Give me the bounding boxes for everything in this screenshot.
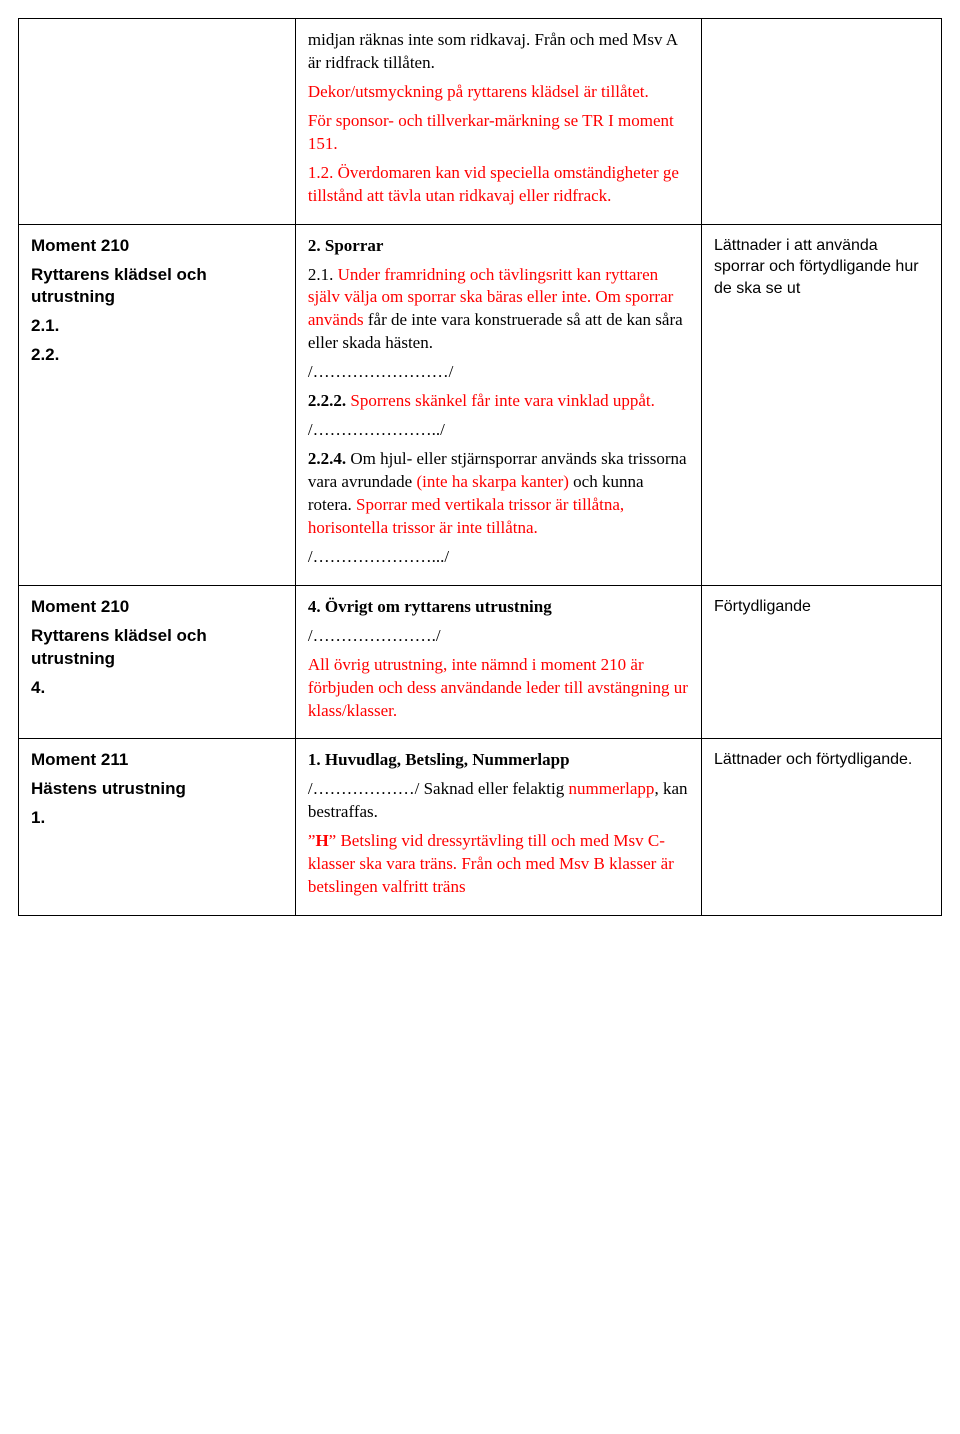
text-run: (inte ha skarpa kanter)	[416, 472, 568, 491]
text-block: 2.1. Under framridning och tävlingsritt …	[308, 264, 689, 356]
text-run: 2.2.2.	[308, 391, 351, 410]
right-cell	[702, 19, 942, 225]
text-block: 1. Huvudlag, Betsling, Nummerlapp	[308, 749, 689, 772]
text-run: För sponsor- och tillverkar-märkning se …	[308, 111, 674, 153]
left-cell: Moment 210 Ryttarens klädsel och utrustni…	[19, 585, 296, 739]
text-block: 1.2. Överdomaren kan vid speciella omstä…	[308, 162, 689, 208]
text-block: ”H” Betsling vid dressyrtävling till och…	[308, 830, 689, 899]
mid-cell: 2. Sporrar 2.1. Under framridning och täv…	[295, 224, 701, 585]
text-block: Moment 210	[31, 596, 283, 619]
text-block: Förtydligande	[714, 596, 929, 618]
table-row: Moment 211Hästens utrustning1.1. Huvudla…	[19, 739, 942, 916]
text-block: 4. Övrigt om ryttarens utrustning	[308, 596, 689, 619]
text-block: /…………………../	[308, 419, 689, 442]
text-run: 1.2.	[308, 163, 338, 182]
text-block: Dekor/utsmyckning på ryttarens klädsel ä…	[308, 81, 689, 104]
text-run: 1.	[308, 750, 325, 769]
text-run: Sporrar med vertikala trissor är tillåtn…	[308, 495, 624, 537]
text-run: /………………/ Saknad eller felaktig	[308, 779, 569, 798]
text-run: 2.1.	[308, 265, 338, 284]
text-block: Hästens utrustning	[31, 778, 283, 801]
text-block: Moment 210	[31, 235, 283, 258]
text-block: /…………………./	[308, 625, 689, 648]
text-run: 4.	[308, 597, 325, 616]
text-block: /……………………/	[308, 361, 689, 384]
text-block: /………………….../	[308, 546, 689, 569]
text-block: /………………/ Saknad eller felaktig nummerlap…	[308, 778, 689, 824]
text-block: All övrig utrustning, inte nämnd i momen…	[308, 654, 689, 723]
right-cell: Förtydligande	[702, 585, 942, 739]
text-run: Huvudlag, Betsling, Nummerlapp	[325, 750, 570, 769]
text-run: All övrig utrustning, inte nämnd i momen…	[308, 655, 688, 720]
mid-cell: 1. Huvudlag, Betsling, Nummerlapp /…………………	[295, 739, 701, 916]
right-cell: Lättnader och förtydligande.	[702, 739, 942, 916]
left-cell: Moment 210 Ryttarens klädsel och utrustni…	[19, 224, 296, 585]
left-cell: Moment 211 Hästens utrustning 1.	[19, 739, 296, 916]
right-cell: Lättnader i att använda sporrar och fört…	[702, 224, 942, 585]
text-block: För sponsor- och tillverkar-märkning se …	[308, 110, 689, 156]
text-block: 2.2.2. Sporrens skänkel får inte vara vi…	[308, 390, 689, 413]
text-run: 2.2.4.	[308, 449, 351, 468]
text-run: nummerlapp	[569, 779, 655, 798]
table-row: midjan räknas inte som ridkavaj. Från oc…	[19, 19, 942, 225]
text-block: Ryttarens klädsel och utrustning	[31, 264, 283, 310]
text-run: 2.	[308, 236, 325, 255]
mid-cell: midjan räknas inte som ridkavaj. Från oc…	[295, 19, 701, 225]
text-block: 2.2.4. Om hjul- eller stjärnsporrar anvä…	[308, 448, 689, 540]
table-row: Moment 210 Ryttarens klädsel och utrustni…	[19, 224, 942, 585]
left-cell	[19, 19, 296, 225]
text-block: Ryttarens klädsel och utrustning	[31, 625, 283, 671]
text-block: Moment 211	[31, 749, 283, 772]
text-block: 2.1.	[31, 315, 283, 338]
text-block: Lättnader och förtydligande.	[714, 749, 929, 771]
rules-table: midjan räknas inte som ridkavaj. Från oc…	[18, 18, 942, 916]
text-run: får de inte vara konstruerade så att de …	[308, 310, 683, 352]
text-block: 1.	[31, 807, 283, 830]
text-run: Överdomaren kan vid speciella omständigh…	[308, 163, 679, 205]
text-block: 2. Sporrar	[308, 235, 689, 258]
text-run: H	[315, 831, 328, 850]
mid-cell: 4. Övrigt om ryttarens utrustning /…………………	[295, 585, 701, 739]
text-block: 4.	[31, 677, 283, 700]
text-run: Dekor/utsmyckning på ryttarens klädsel ä…	[308, 82, 649, 101]
text-run: Sporrar	[325, 236, 384, 255]
text-block: midjan räknas inte som ridkavaj. Från oc…	[308, 29, 689, 75]
text-block: Lättnader i att använda sporrar och fört…	[714, 235, 929, 300]
text-block: 2.2.	[31, 344, 283, 367]
text-run: Sporrens skänkel får inte vara vinklad u…	[350, 391, 655, 410]
table-row: Moment 210 Ryttarens klädsel och utrustni…	[19, 585, 942, 739]
text-run: Övrigt om ryttarens utrustning	[325, 597, 552, 616]
